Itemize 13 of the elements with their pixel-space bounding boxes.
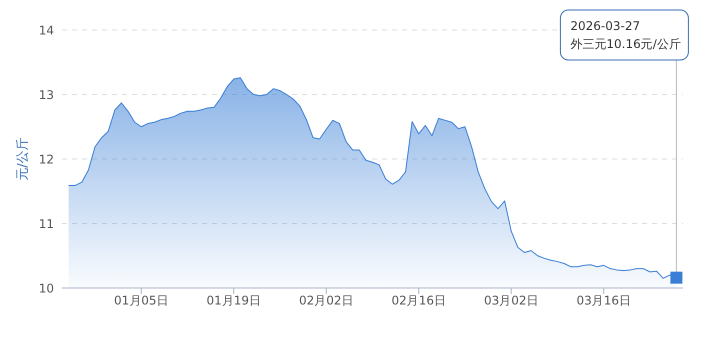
y-axis-title: 元/公斤 xyxy=(16,137,31,181)
x-tick-label: 03月02日 xyxy=(484,294,539,308)
x-tick-label: 01月05日 xyxy=(114,294,169,308)
annotation: 2026-03-27 外三元10.16元/公斤 xyxy=(570,19,681,51)
y-tick-label: 13 xyxy=(38,88,54,102)
x-tick-label: 02月02日 xyxy=(298,294,354,308)
y-tick-label: 11 xyxy=(38,216,54,231)
x-tick-label: 01月19日 xyxy=(206,294,262,308)
y-tick-label: 12 xyxy=(38,152,54,166)
x-tick-label: 03月16日 xyxy=(576,294,631,308)
y-tick-label: 14 xyxy=(38,23,54,38)
x-tick-label: 02月16日 xyxy=(391,294,446,308)
y-tick-label: 10 xyxy=(38,281,54,296)
